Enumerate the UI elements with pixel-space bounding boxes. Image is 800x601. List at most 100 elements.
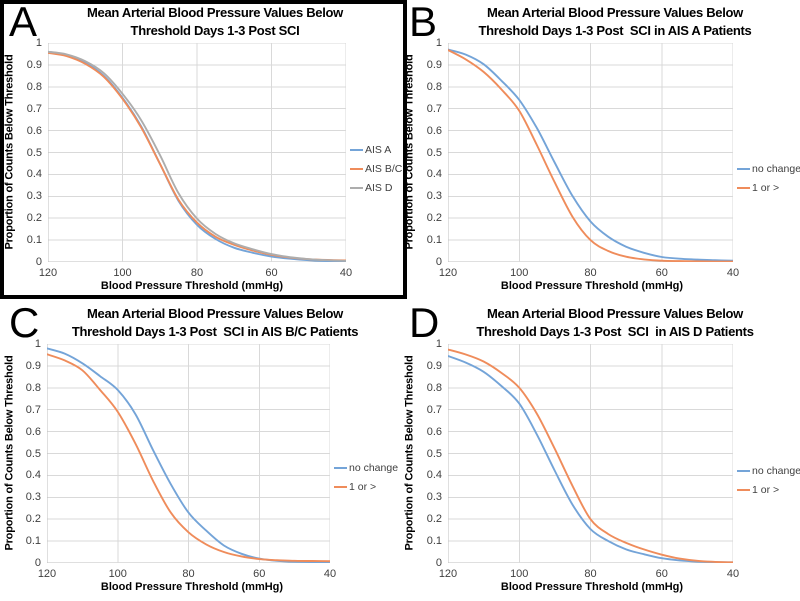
legend-item: 1 or > <box>334 480 398 494</box>
legend-swatch <box>350 149 363 151</box>
series-curve-ais-d <box>48 50 346 262</box>
y-tick-label: 0.3 <box>426 491 442 504</box>
y-tick-label: 0.6 <box>25 425 41 438</box>
x-tick-label: 120 <box>38 267 58 279</box>
panel-c: C Mean Arterial Blood Pressure Values Be… <box>0 301 400 601</box>
x-tick-label: 60 <box>253 568 266 580</box>
panel-letter: A <box>9 0 38 45</box>
panel-letter: B <box>409 0 438 45</box>
title-line-2: Threshold Days 1-3 Post SCI in AIS B/C P… <box>71 324 359 340</box>
y-tick-label: 0.8 <box>25 381 41 394</box>
y-tick-label: 0.1 <box>25 535 41 548</box>
y-tick-label: 0 <box>435 256 442 268</box>
title-line-1: Mean Arterial Blood Pressure Values Belo… <box>487 306 743 321</box>
x-tick-label: 60 <box>655 568 668 580</box>
y-tick-label: 0.7 <box>25 403 41 416</box>
legend-swatch <box>737 470 750 472</box>
title-line-1: Mean Arterial Blood Pressure Values Belo… <box>87 5 343 20</box>
series-curve-no-change <box>448 48 733 262</box>
y-tick-label: 0.9 <box>25 359 41 372</box>
chart-title: Mean Arterial Blood Pressure Values Belo… <box>438 4 792 40</box>
y-tick-label: 0.3 <box>426 190 442 203</box>
x-tick-label: 40 <box>726 568 740 580</box>
y-tick-label: 0.8 <box>26 80 42 93</box>
y-tick-label: 0.9 <box>426 58 442 71</box>
x-tick-label: 120 <box>37 568 57 580</box>
legend-item: AIS A <box>350 143 402 157</box>
y-tick-label: 1 <box>435 37 442 49</box>
title-line-1: Mean Arterial Blood Pressure Values Belo… <box>87 306 343 321</box>
x-tick-label: 120 <box>438 568 458 580</box>
plot-area <box>448 43 733 262</box>
title-line-2: Threshold Days 1-3 Post SCI in AIS A Pat… <box>478 23 752 39</box>
y-tick-label: 1 <box>35 37 42 49</box>
legend-label: no change <box>752 465 800 477</box>
x-tick-label: 40 <box>323 568 337 580</box>
y-tick-label: 0.3 <box>25 491 41 504</box>
x-tick-label: 80 <box>584 267 597 279</box>
legend-item: AIS D <box>350 181 402 195</box>
legend: no change 1 or > <box>737 162 800 200</box>
y-tick-label: 0.5 <box>26 146 42 159</box>
y-tick-label: 1 <box>34 338 41 350</box>
y-tick-label: 0.8 <box>426 80 442 93</box>
series-curve-no-change <box>448 355 733 563</box>
y-tick-label: 0.1 <box>426 535 442 548</box>
x-tick-label: 100 <box>510 568 529 580</box>
y-tick-label: 0.4 <box>426 469 442 482</box>
chart-title: Mean Arterial Blood Pressure Values Belo… <box>38 305 392 341</box>
panel-d: D Mean Arterial Blood Pressure Values Be… <box>400 301 800 601</box>
y-tick-label: 0.9 <box>426 359 442 372</box>
legend-label: no change <box>752 163 800 175</box>
x-tick-label: 40 <box>726 267 740 279</box>
y-tick-label: 1 <box>435 338 442 350</box>
panel-letter: C <box>9 299 40 346</box>
legend-item: AIS B/C <box>350 162 402 176</box>
legend-label: 1 or > <box>752 182 780 194</box>
title-line-1: Mean Arterial Blood Pressure Values Belo… <box>487 5 743 20</box>
x-tick-label: 80 <box>182 568 195 580</box>
y-tick-label: 0.2 <box>426 212 442 225</box>
y-tick-label: 0.7 <box>426 102 442 115</box>
y-tick-label: 0.8 <box>426 381 442 394</box>
legend-label: AIS B/C <box>365 163 403 175</box>
y-tick-label: 0.5 <box>426 447 442 460</box>
panel-a: A Mean Arterial Blood Pressure Values Be… <box>0 0 407 300</box>
title-line-2: Threshold Days 1-3 Post SCI <box>130 23 300 39</box>
legend-swatch <box>350 168 363 170</box>
x-tick-label: 120 <box>438 267 458 279</box>
panel-letter: D <box>409 299 440 346</box>
y-tick-label: 0.5 <box>25 447 41 460</box>
legend-swatch <box>737 187 750 189</box>
x-tick-label: 100 <box>510 267 529 279</box>
x-axis-title: Blood Pressure Threshold (mmHg) <box>100 581 284 593</box>
panel-a-frame <box>0 0 407 299</box>
legend-label: no change <box>349 462 399 474</box>
x-tick-label: 100 <box>108 568 127 580</box>
y-tick-label: 0.7 <box>426 403 442 416</box>
legend-label: 1 or > <box>349 481 377 493</box>
x-tick-label: 40 <box>339 267 353 279</box>
x-axis-title: Blood Pressure Threshold (mmHg) <box>100 280 284 292</box>
legend: no change 1 or > <box>737 464 800 502</box>
y-tick-label: 0.5 <box>426 146 442 159</box>
plot-area <box>448 344 733 563</box>
series-curve-1-or- <box>448 49 733 262</box>
legend: AIS A AIS B/C AIS D <box>350 143 402 200</box>
legend-item: no change <box>334 461 398 475</box>
y-tick-label: 0.3 <box>26 190 42 203</box>
chart-title: Mean Arterial Blood Pressure Values Belo… <box>38 4 392 40</box>
y-tick-label: 0.4 <box>25 469 41 482</box>
legend-item: no change <box>737 162 800 176</box>
plot-area <box>47 344 330 563</box>
y-tick-label: 0.4 <box>26 168 42 181</box>
y-tick-label: 0.2 <box>26 212 42 225</box>
legend-swatch <box>334 486 347 488</box>
y-tick-label: 0 <box>435 557 442 569</box>
legend-label: AIS A <box>365 144 392 156</box>
legend-item: no change <box>737 464 800 478</box>
y-tick-label: 0.7 <box>26 102 42 115</box>
legend-swatch <box>737 168 750 170</box>
legend: no change 1 or > <box>334 461 398 499</box>
